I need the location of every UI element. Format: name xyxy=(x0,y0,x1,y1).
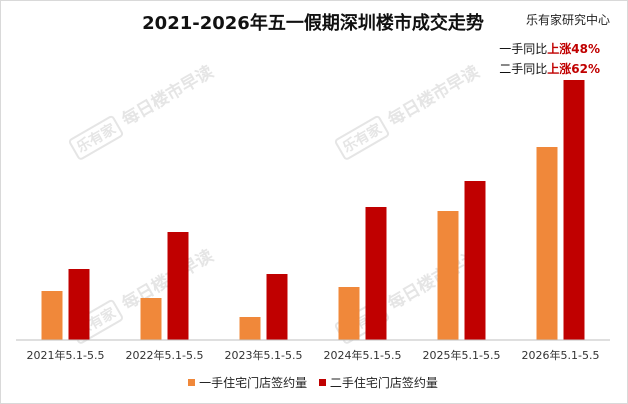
callout-prefix: 二手同比 xyxy=(499,62,548,76)
bars-group xyxy=(41,80,585,340)
legend-swatch-series1 xyxy=(188,379,196,386)
bar-series2-3 xyxy=(365,207,387,340)
x-axis-labels: 2021年5.1-5.5 2022年5.1-5.5 2023年5.1-5.5 2024… xyxy=(27,348,600,362)
bar-series1-1 xyxy=(140,298,162,340)
bar-series1-0 xyxy=(41,291,63,340)
legend-label-series2: 二手住宅门店签约量 xyxy=(329,376,438,390)
callout-resale-yoy: 二手同比上涨62% xyxy=(499,60,600,77)
x-tick-label-4: 2025年5.1-5.5 xyxy=(423,348,501,362)
bar-series1-3 xyxy=(338,287,360,340)
chart-title: 2021-2026年五一假期深圳楼市成交走势 xyxy=(142,13,484,34)
callout-highlight: 上涨62% xyxy=(547,62,600,76)
bar-series2-5 xyxy=(563,80,585,340)
x-tick-label-0: 2021年5.1-5.5 xyxy=(27,348,105,362)
legend: 一手住宅门店签约量 二手住宅门店签约量 xyxy=(0,374,626,391)
bar-series2-2 xyxy=(266,274,288,340)
bar-series1-5 xyxy=(536,147,558,340)
bar-series2-0 xyxy=(68,269,90,340)
bar-series2-1 xyxy=(167,232,189,340)
callout-highlight: 上涨48% xyxy=(547,42,600,56)
x-tick-label-1: 2022年5.1-5.5 xyxy=(126,348,204,362)
bar-series1-4 xyxy=(437,211,459,340)
callout-prefix: 一手同比 xyxy=(499,42,548,56)
legend-item-series1: 一手住宅门店签约量 xyxy=(188,374,307,391)
bar-series1-2 xyxy=(239,317,261,340)
x-tick-label-3: 2024年5.1-5.5 xyxy=(324,348,402,362)
x-tick-label-5: 2026年5.1-5.5 xyxy=(522,348,600,362)
legend-swatch-series2 xyxy=(318,379,326,386)
source-credit: 乐有家研究中心 xyxy=(525,13,610,27)
legend-item-series2: 二手住宅门店签约量 xyxy=(318,374,438,391)
legend-label-series1: 一手住宅门店签约量 xyxy=(199,376,308,390)
callout-new-home-yoy: 一手同比上涨48% xyxy=(499,40,600,57)
x-tick-label-2: 2023年5.1-5.5 xyxy=(225,348,303,362)
bar-series2-4 xyxy=(464,181,486,340)
